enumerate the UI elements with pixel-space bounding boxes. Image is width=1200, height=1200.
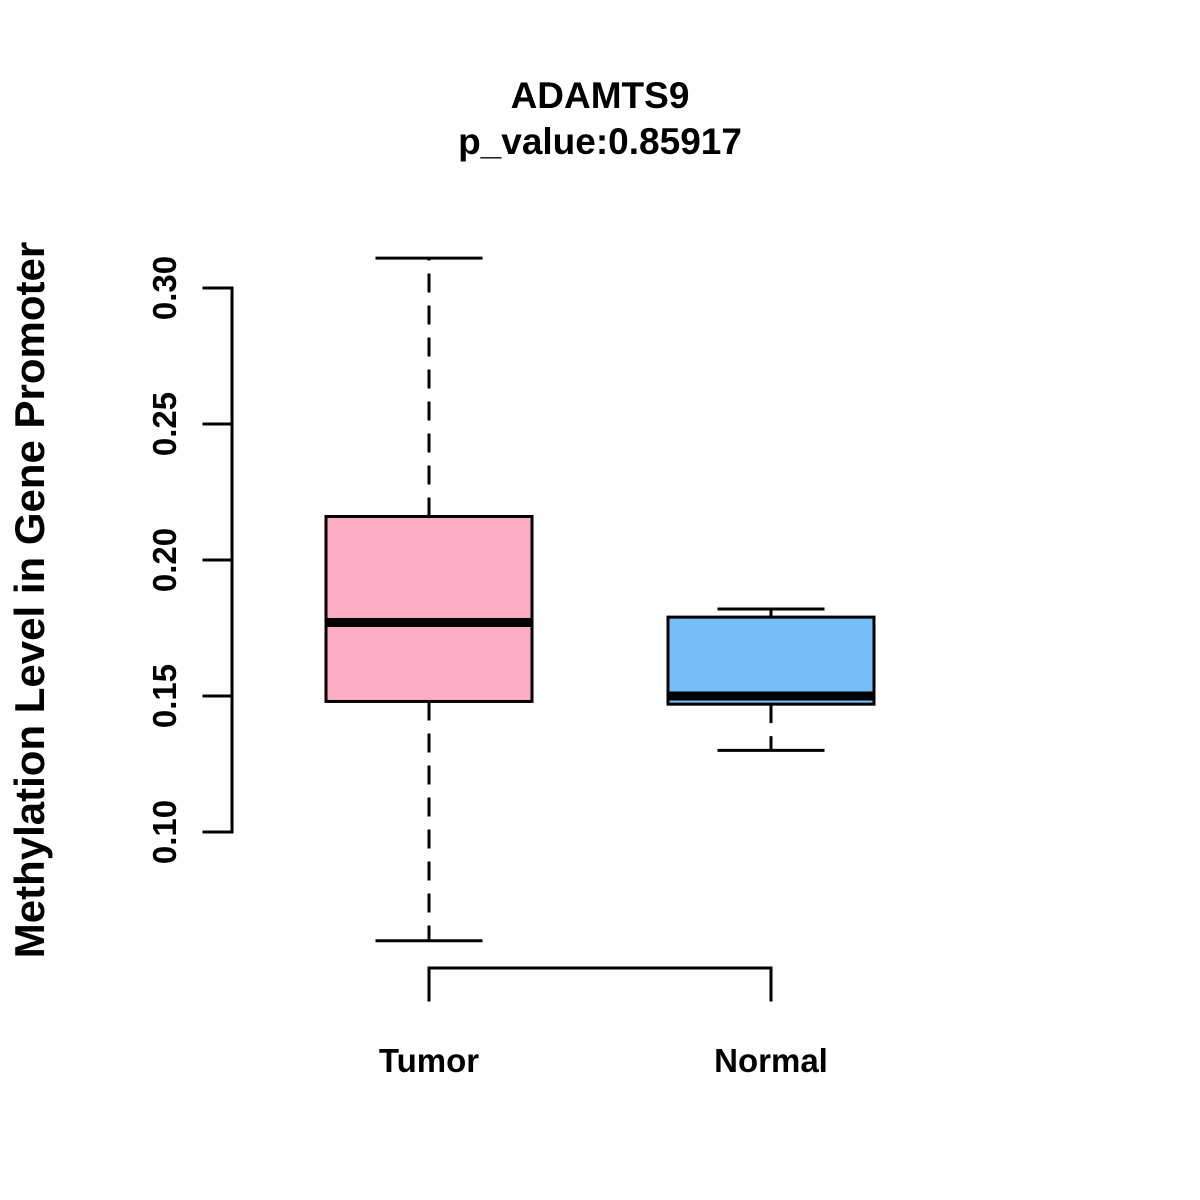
chart-title: ADAMTS9 (511, 75, 690, 116)
x-axis (427, 966, 773, 1002)
y-axis-label: Methylation Level in Gene Promoter (6, 242, 53, 958)
y-axis-tick-label: 0.20 (146, 528, 183, 592)
iqr-box (666, 615, 876, 706)
x-category-label-normal: Normal (714, 1042, 828, 1079)
y-axis-tick-label: 0.25 (146, 392, 183, 456)
y-axis: 0.30 0.25 0.20 0.15 0.10 (146, 256, 234, 864)
x-category-label-tumor: Tumor (379, 1042, 479, 1079)
box-tumor (324, 256, 534, 943)
y-axis-tick-label: 0.10 (146, 800, 183, 864)
box-series (324, 256, 876, 943)
iqr-box (324, 514, 534, 703)
y-axis-tick-label: 0.15 (146, 664, 183, 728)
y-axis-tick-label: 0.30 (146, 256, 183, 320)
chart-subtitle: p_value:0.85917 (458, 121, 742, 162)
box-normal (666, 607, 876, 752)
